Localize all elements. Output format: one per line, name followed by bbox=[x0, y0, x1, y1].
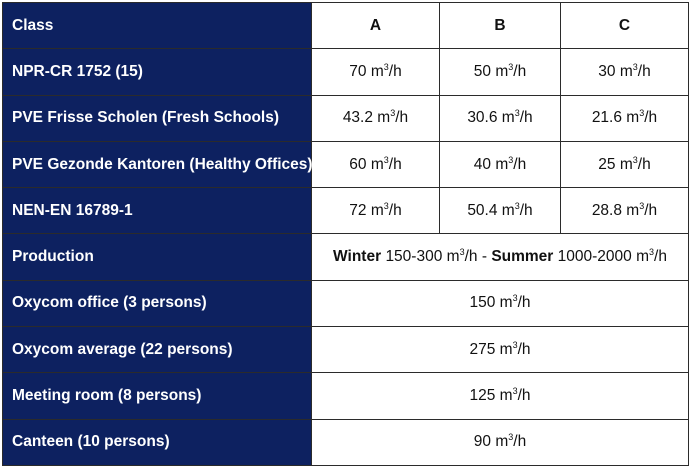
row-label: Meeting room (8 persons) bbox=[2, 372, 312, 420]
header-b: B bbox=[439, 1, 561, 50]
table-row: Oxycom average (22 persons) 275 m3/h bbox=[2, 326, 689, 374]
cell-c: 28.8 m3/h bbox=[560, 187, 689, 235]
cell-b: 50 m3/h bbox=[439, 48, 561, 96]
cell-c: 30 m3/h bbox=[560, 48, 689, 96]
header-a: A bbox=[311, 1, 440, 50]
header-row: Class A B C bbox=[2, 1, 689, 50]
row-label: PVE Gezonde Kantoren (Healthy Offices) bbox=[2, 140, 313, 189]
row-value: 125 m3/h bbox=[311, 372, 689, 420]
row-label: Canteen (10 persons) bbox=[2, 418, 312, 467]
cell-b: 30.6 m3/h bbox=[439, 94, 561, 142]
table-row: Oxycom office (3 persons) 150 m3/h bbox=[2, 279, 689, 328]
cell-a: 70 m3/h bbox=[311, 48, 440, 96]
table-row: PVE Frisse Scholen (Fresh Schools) 43.2 … bbox=[2, 94, 689, 142]
cell-a: 72 m3/h bbox=[311, 187, 440, 235]
row-label: NPR-CR 1752 (15) bbox=[2, 48, 312, 96]
row-label: Oxycom office (3 persons) bbox=[2, 279, 312, 328]
row-label: PVE Frisse Scholen (Fresh Schools) bbox=[2, 94, 312, 142]
production-value: Winter 150-300 m3/h - Summer 1000-2000 m… bbox=[311, 233, 689, 281]
cell-b: 50.4 m3/h bbox=[439, 187, 561, 235]
row-label: Production bbox=[2, 233, 312, 281]
cell-a: 60 m3/h bbox=[311, 140, 440, 189]
header-c: C bbox=[560, 1, 689, 50]
table-row: NEN-EN 16789-1 72 m3/h 50.4 m3/h 28.8 m3… bbox=[2, 187, 689, 235]
table-row: Canteen (10 persons) 90 m3/h bbox=[2, 418, 689, 467]
row-value: 275 m3/h bbox=[311, 326, 689, 374]
row-label: Oxycom average (22 persons) bbox=[2, 326, 312, 374]
production-row: Production Winter 150-300 m3/h - Summer … bbox=[2, 233, 689, 281]
table-row: NPR-CR 1752 (15) 70 m3/h 50 m3/h 30 m3/h bbox=[2, 48, 689, 96]
cell-c: 21.6 m3/h bbox=[560, 94, 689, 142]
cell-a: 43.2 m3/h bbox=[311, 94, 440, 142]
cell-c: 25 m3/h bbox=[560, 140, 689, 189]
row-value: 150 m3/h bbox=[311, 279, 689, 328]
cell-b: 40 m3/h bbox=[439, 140, 561, 189]
row-value: 90 m3/h bbox=[311, 418, 689, 467]
header-class: Class bbox=[2, 1, 312, 50]
row-label: NEN-EN 16789-1 bbox=[2, 187, 312, 235]
table-row: PVE Gezonde Kantoren (Healthy Offices) 6… bbox=[2, 140, 689, 189]
table-row: Meeting room (8 persons) 125 m3/h bbox=[2, 372, 689, 420]
